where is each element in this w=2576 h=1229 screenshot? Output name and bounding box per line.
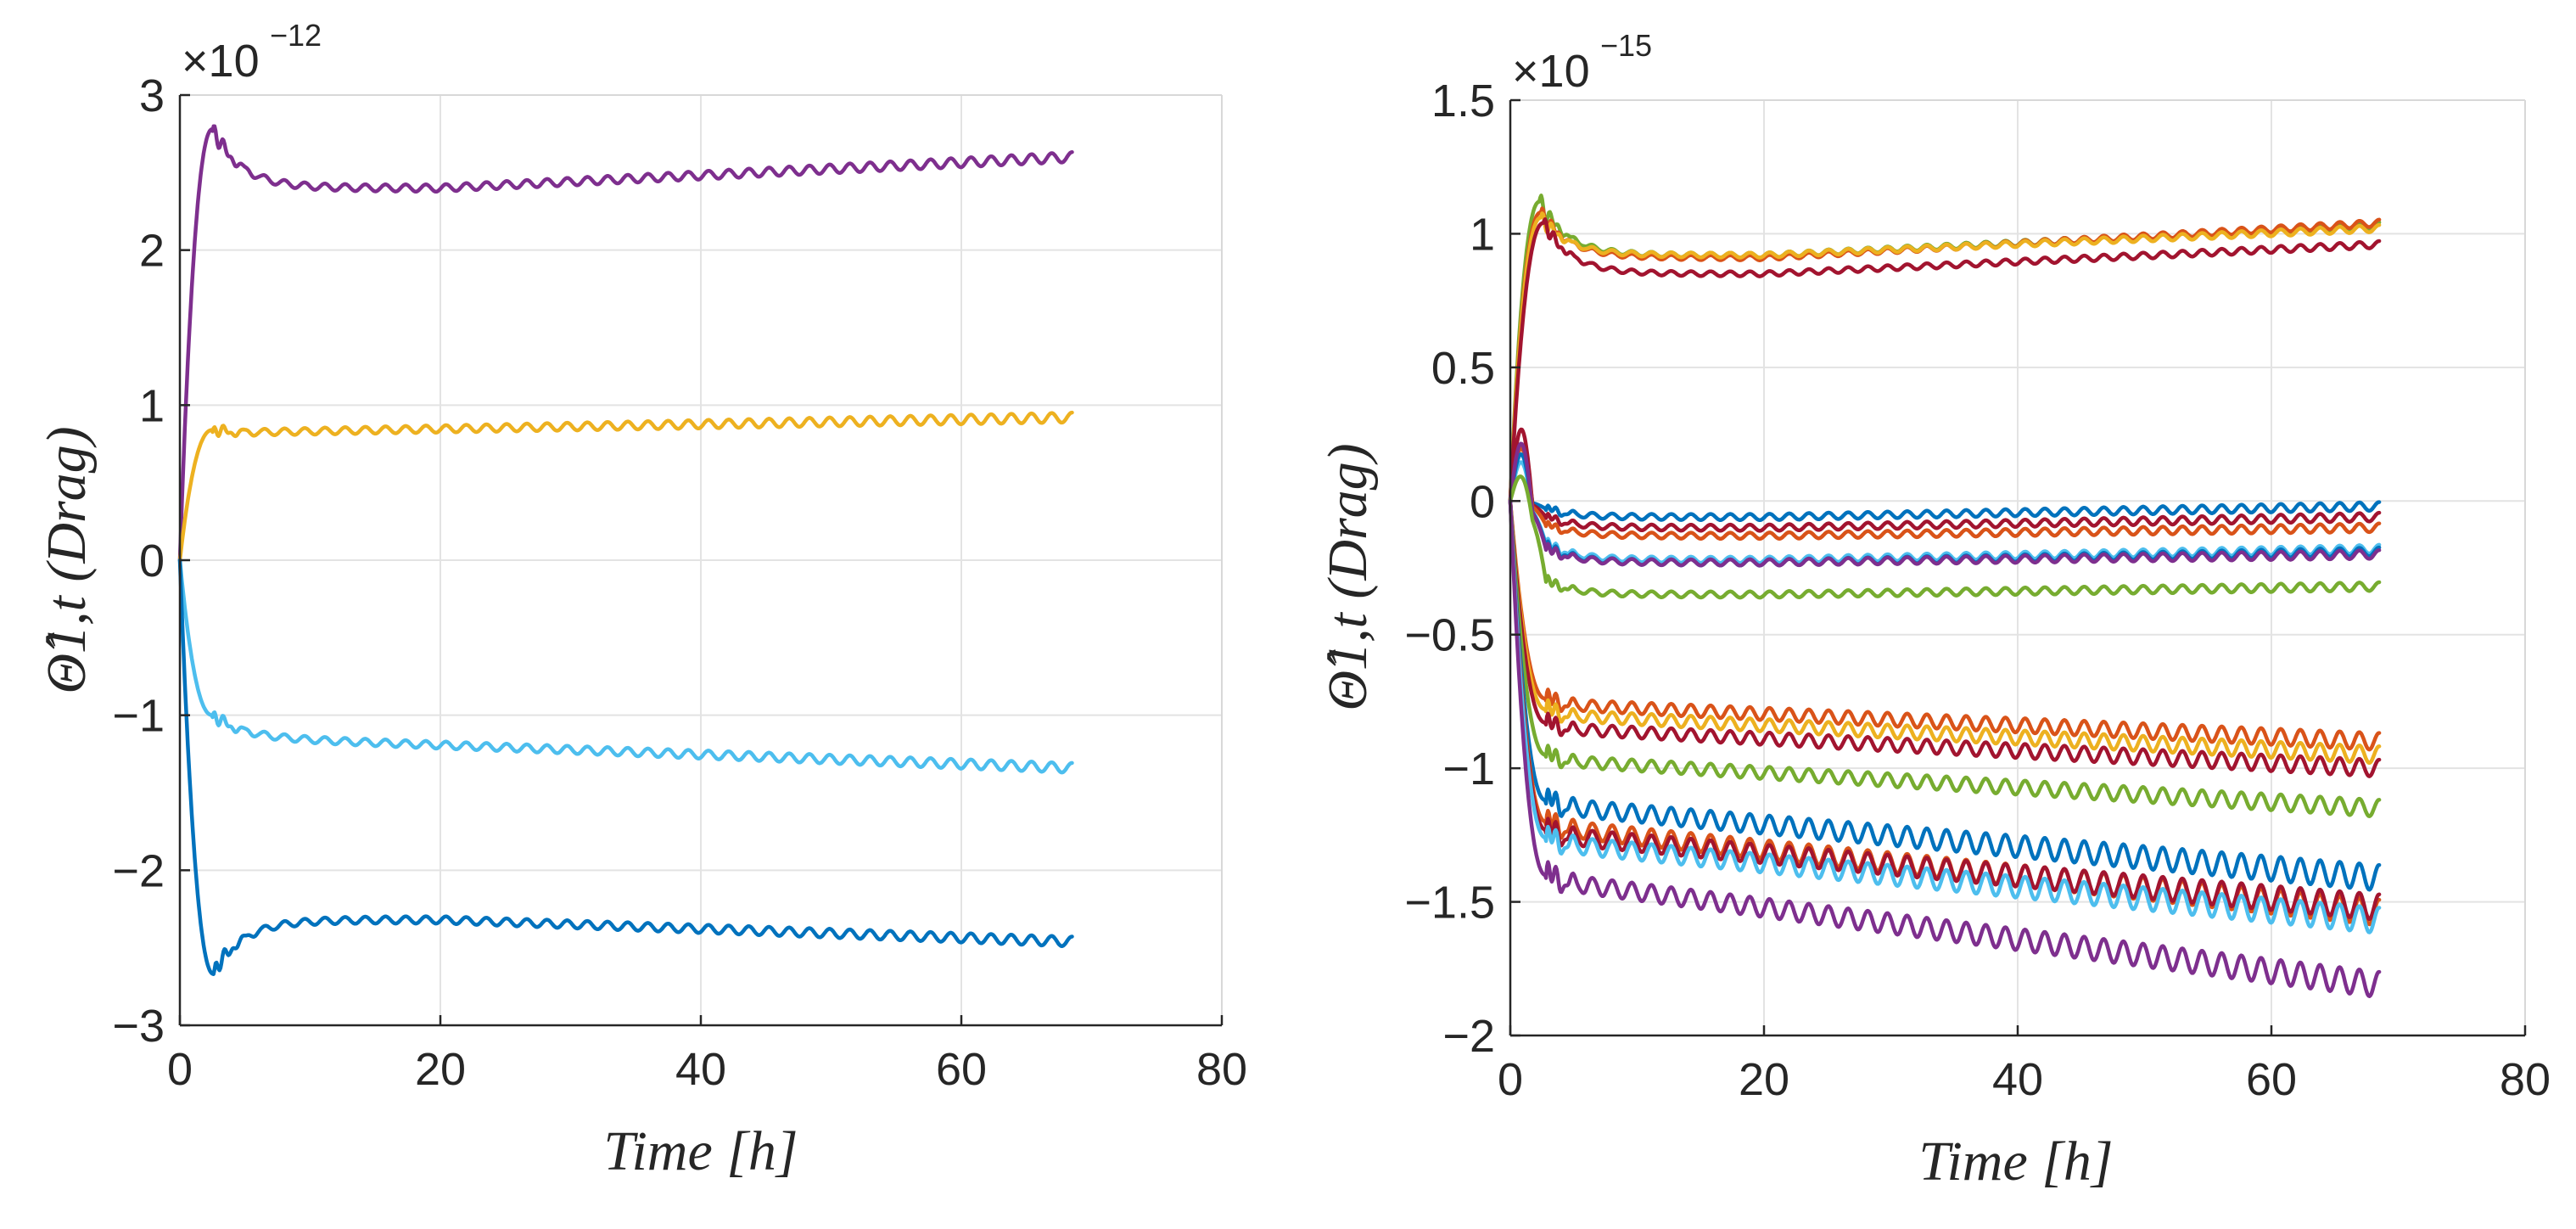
x-tick-label: 20 [1739, 1054, 1789, 1105]
x-tick-label: 0 [1498, 1054, 1523, 1105]
y-tick-label: −1.5 [1404, 878, 1495, 929]
y-tick-label: −2 [112, 845, 165, 896]
x-tick-label: 60 [2246, 1054, 2297, 1105]
y-tick-label: −1 [112, 691, 165, 742]
x-tick-label: 40 [1992, 1054, 2043, 1105]
left-ticks: 0 20 40 60 80 3 2 1 0 −1 −2 −3 [112, 70, 1247, 1095]
y-tick-label: 0.5 [1431, 343, 1495, 394]
left-grid [180, 95, 1222, 1025]
left-exponent-power: −12 [270, 18, 322, 53]
series-line-darkred-b [1510, 501, 2379, 776]
series-line-purple [180, 126, 1072, 560]
x-tick-label: 0 [167, 1044, 193, 1095]
y-tick-label: −3 [112, 1001, 165, 1052]
right-chart: 0 20 40 60 80 1.5 1 0.5 0 −0.5 −1 −1.5 −2 ×10 −15 Ti… [1317, 28, 2551, 1193]
left-exponent-base: ×10 [182, 36, 260, 87]
series-line-yellow-b [1510, 501, 2379, 763]
left-series [180, 126, 1072, 974]
right-exponent-power: −15 [1600, 28, 1652, 63]
y-tick-label: 0 [1470, 476, 1495, 527]
y-tick-label: −0.5 [1404, 610, 1495, 661]
series-line-orange-a [1510, 448, 2379, 539]
series-line-light-blue [180, 560, 1072, 772]
y-tick-label: 1 [1470, 209, 1495, 260]
right-exponent: ×10 −15 [1512, 28, 1652, 97]
series-line-darkred-a [1510, 429, 2379, 530]
left-x-axis-label: Time [h] [603, 1120, 798, 1182]
y-tick-label: −2 [1442, 1011, 1495, 1062]
x-tick-label: 60 [936, 1044, 987, 1095]
series-line-yellow [180, 412, 1072, 560]
y-tick-label: 2 [139, 226, 165, 277]
right-y-axis-label: Θ̂1,t (Drag) [1317, 443, 1379, 710]
y-tick-label: 0 [139, 536, 165, 586]
x-tick-label: 80 [2500, 1054, 2551, 1105]
y-tick-label: −1 [1442, 744, 1495, 794]
figure: 0 20 40 60 80 3 2 1 0 −1 −2 −3 ×10 −12 Time [h] Θ̂1… [0, 0, 2576, 1229]
left-chart: 0 20 40 60 80 3 2 1 0 −1 −2 −3 ×10 −12 Time [h] Θ̂1… [36, 18, 1247, 1182]
y-tick-label: 1.5 [1431, 76, 1495, 126]
y-tick-label: 1 [139, 380, 165, 431]
left-y-axis-label: Θ̂1,t (Drag) [36, 426, 98, 693]
series-line-purple-b [1510, 501, 2379, 996]
right-exponent-base: ×10 [1512, 46, 1590, 97]
left-exponent: ×10 −12 [182, 18, 322, 87]
y-tick-label: 3 [139, 70, 165, 121]
series-line-darkred-top [1510, 219, 2379, 501]
series-line-green-top [1510, 195, 2379, 501]
x-tick-label: 40 [675, 1044, 726, 1095]
series-line-yellow-top [1510, 213, 2379, 501]
x-tick-label: 20 [415, 1044, 466, 1095]
x-tick-label: 80 [1196, 1044, 1247, 1095]
right-x-axis-label: Time [h] [1918, 1131, 2113, 1193]
series-line-purple-a [1510, 444, 2379, 566]
right-series [1510, 195, 2379, 996]
series-line-blue-a [1510, 448, 2379, 520]
